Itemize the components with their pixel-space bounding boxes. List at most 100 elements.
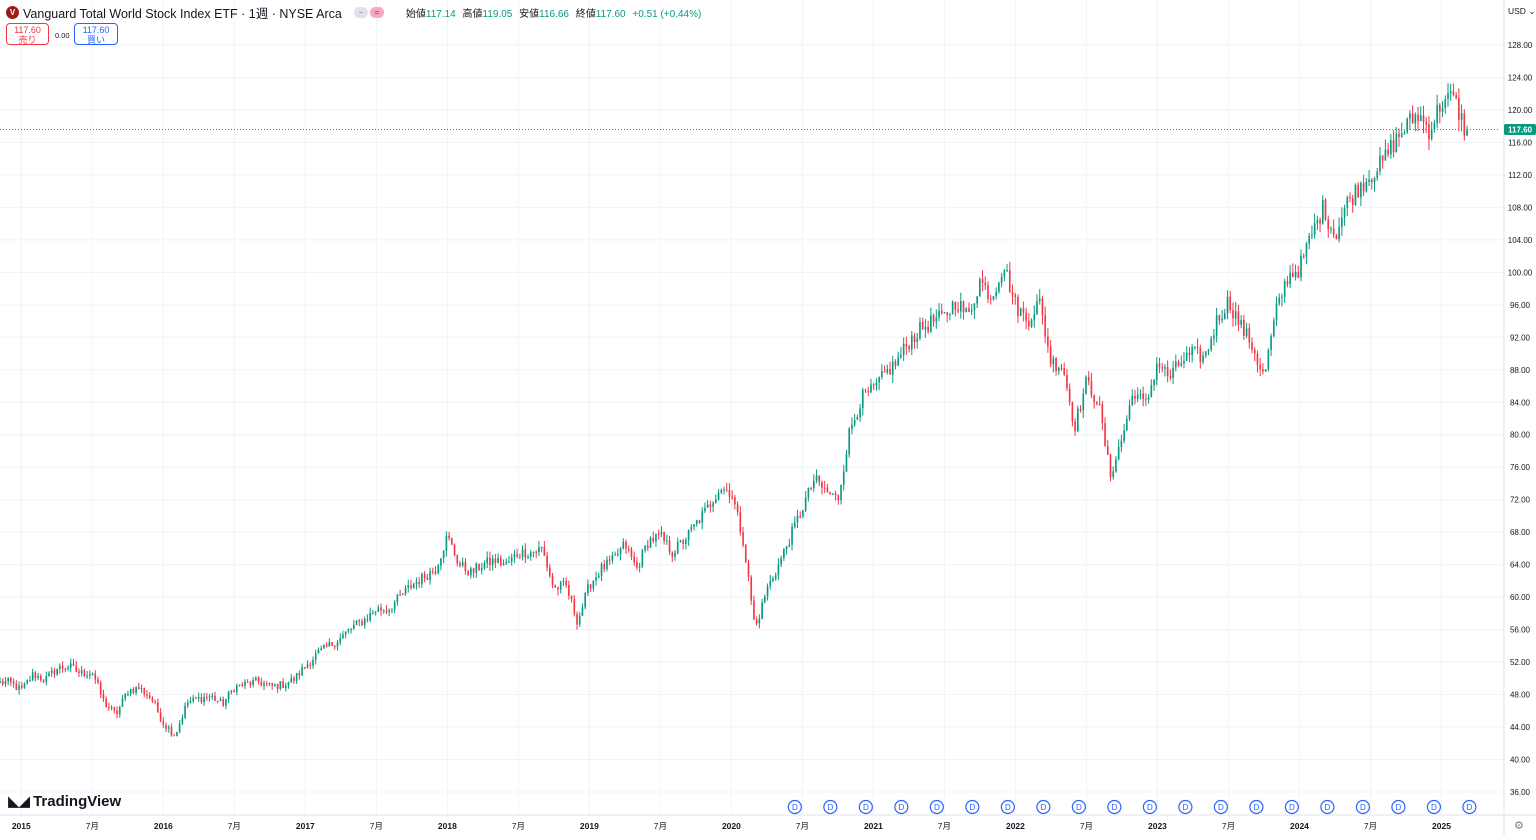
dividend-marker[interactable]: D — [1320, 799, 1335, 815]
candle-body — [475, 563, 478, 573]
dividend-marker[interactable]: D — [1462, 799, 1477, 815]
candle — [1349, 192, 1351, 203]
candle — [309, 661, 312, 670]
candle — [421, 572, 423, 588]
candle-body — [924, 326, 927, 330]
candle — [140, 684, 143, 694]
dividend-marker[interactable]: D — [823, 799, 838, 815]
candle-body — [437, 565, 440, 574]
dividend-marker[interactable]: D — [1036, 799, 1051, 815]
candle — [646, 539, 649, 552]
candle — [1106, 439, 1109, 456]
dividend-marker[interactable]: D — [787, 799, 802, 815]
price-tick-label: 72.00 — [1510, 496, 1531, 505]
candle-body — [1384, 149, 1387, 161]
candle-body — [949, 314, 951, 316]
candle — [998, 281, 1000, 294]
candle — [581, 603, 584, 617]
gear-icon[interactable]: ⚙ — [1514, 820, 1524, 832]
candle-body — [878, 377, 880, 383]
time-tick-label: 7月 — [512, 821, 525, 831]
dividend-marker[interactable]: D — [1071, 799, 1086, 815]
candle — [157, 698, 159, 713]
candle-body — [1436, 104, 1438, 123]
dividend-marker[interactable]: D — [1213, 799, 1228, 815]
candle — [815, 469, 818, 484]
buy-button[interactable]: 117.60 買い — [74, 23, 118, 45]
candle — [546, 552, 548, 572]
candle-body — [1093, 395, 1095, 402]
candle — [881, 364, 883, 380]
time-tick-label: 2017 — [296, 821, 315, 831]
candle-body — [1409, 113, 1411, 119]
dividend-marker[interactable]: D — [965, 799, 980, 815]
candle-body — [494, 558, 497, 564]
candle-body — [1253, 349, 1256, 354]
dividend-marker[interactable]: D — [1391, 799, 1406, 815]
candle-body — [157, 702, 159, 713]
dividend-marker[interactable]: D — [894, 799, 909, 815]
candle-body — [1460, 113, 1463, 121]
minus-icon[interactable]: − — [353, 6, 368, 18]
candle — [450, 537, 453, 546]
candle-body — [1321, 199, 1324, 224]
candle — [1185, 346, 1188, 362]
candle-body — [1199, 347, 1202, 363]
dividend-marker[interactable]: D — [1142, 799, 1157, 815]
sell-button[interactable]: 117.60 売り — [6, 23, 49, 45]
candle — [80, 666, 83, 677]
dividend-marker[interactable]: D — [1249, 799, 1264, 815]
candle — [1392, 130, 1395, 158]
candle-body — [957, 309, 959, 312]
candle-body — [42, 680, 45, 682]
candle-body — [1226, 296, 1229, 314]
candle — [105, 696, 107, 708]
candle-body — [834, 493, 837, 496]
dividend-marker[interactable]: D — [1426, 799, 1442, 815]
time-axis[interactable]: 2015 7月 2016 7月 2017 7月 2018 7月 2019 7月 2020 7月 2021… — [12, 821, 1451, 831]
candle — [393, 599, 396, 614]
candle-body — [1387, 149, 1389, 155]
candle-body — [1131, 395, 1134, 406]
tradingview-logo[interactable]: ◣◢ TradingView — [8, 792, 121, 811]
candle-body — [570, 595, 573, 599]
candle-body — [698, 520, 701, 523]
candle — [1123, 423, 1125, 444]
candle — [1068, 383, 1071, 406]
candle-body — [1071, 402, 1074, 422]
candle — [739, 506, 742, 536]
candle — [1327, 215, 1330, 238]
candle — [494, 553, 497, 568]
candle — [189, 696, 192, 704]
candle — [984, 276, 987, 291]
dividend-marker[interactable]: D — [929, 799, 944, 815]
dividend-marker[interactable]: D — [1284, 799, 1300, 815]
dividend-marker[interactable]: D — [1178, 799, 1193, 815]
candle-body — [1428, 124, 1430, 140]
dividend-marker[interactable]: D — [858, 799, 873, 815]
price-tick-label: 112.00 — [1508, 171, 1532, 180]
candle — [1055, 357, 1057, 376]
candle-body — [456, 555, 459, 564]
dividend-marker[interactable]: D — [1355, 799, 1371, 815]
currency-selector[interactable]: USD ⌄ — [1508, 6, 1535, 17]
candle — [499, 554, 502, 567]
candle — [540, 546, 543, 553]
candle-body — [1237, 311, 1240, 325]
candle — [772, 576, 774, 583]
candle — [279, 681, 282, 691]
dividend-marker[interactable]: D — [1107, 799, 1122, 815]
candle — [135, 686, 137, 696]
symbol-title[interactable]: Vanguard Total World Stock Index ETF · 1… — [23, 6, 342, 21]
equals-icon[interactable]: = — [369, 6, 384, 18]
candle — [328, 638, 331, 647]
candle-body — [1077, 408, 1079, 432]
dividend-marker[interactable]: D — [1000, 799, 1015, 815]
candle — [353, 619, 355, 631]
candle — [78, 668, 80, 678]
dividend-label: D — [1076, 803, 1082, 812]
price-axis[interactable]: 36.00 40.00 44.00 48.00 52.00 56.00 60.00 64.00… — [1508, 41, 1533, 797]
candle — [448, 531, 450, 541]
